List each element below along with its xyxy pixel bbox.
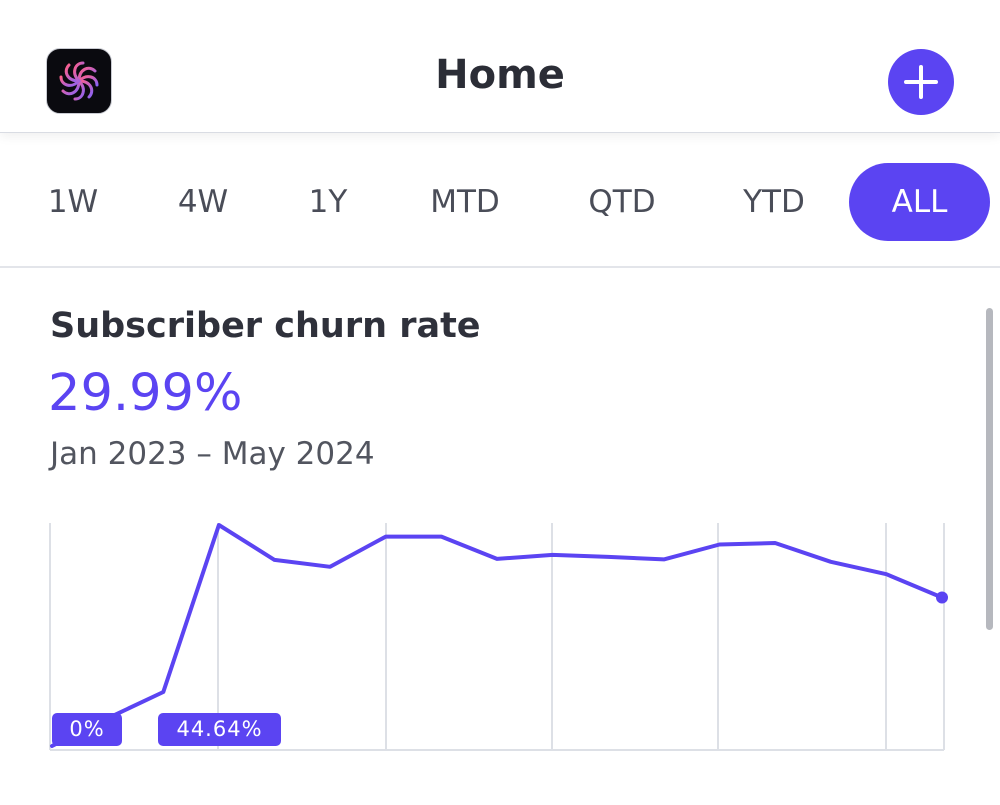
max-value-label: 44.64% [158,713,281,746]
tab-mtd[interactable]: MTD [430,184,500,220]
period-tabs [0,138,1000,268]
churn-line-chart [49,523,948,751]
tab-ytd[interactable]: YTD [743,184,805,220]
add-button[interactable] [888,49,954,115]
spiral-logo-icon[interactable] [46,48,112,114]
app-header: Home [0,0,1000,133]
tab-all[interactable]: ALL [849,163,990,241]
metric-value: 29.99% [48,364,243,423]
plus-icon [904,65,938,99]
min-value-label: 0% [52,713,122,746]
series-end-point [936,591,948,604]
tab-1y[interactable]: 1Y [308,184,348,220]
page-title: Home [435,52,565,98]
date-range: Jan 2023 – May 2024 [50,436,375,472]
tab-1w[interactable]: 1W [47,184,99,220]
tab-qtd[interactable]: QTD [588,184,656,220]
tab-4w[interactable]: 4W [177,184,229,220]
metric-title: Subscriber churn rate [50,306,481,346]
series-line [50,523,944,748]
scrollbar[interactable] [986,308,993,630]
